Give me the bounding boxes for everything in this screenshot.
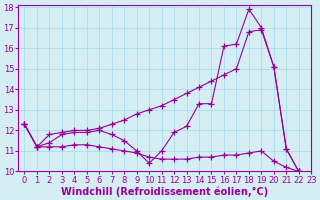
X-axis label: Windchill (Refroidissement éolien,°C): Windchill (Refroidissement éolien,°C) xyxy=(61,186,268,197)
